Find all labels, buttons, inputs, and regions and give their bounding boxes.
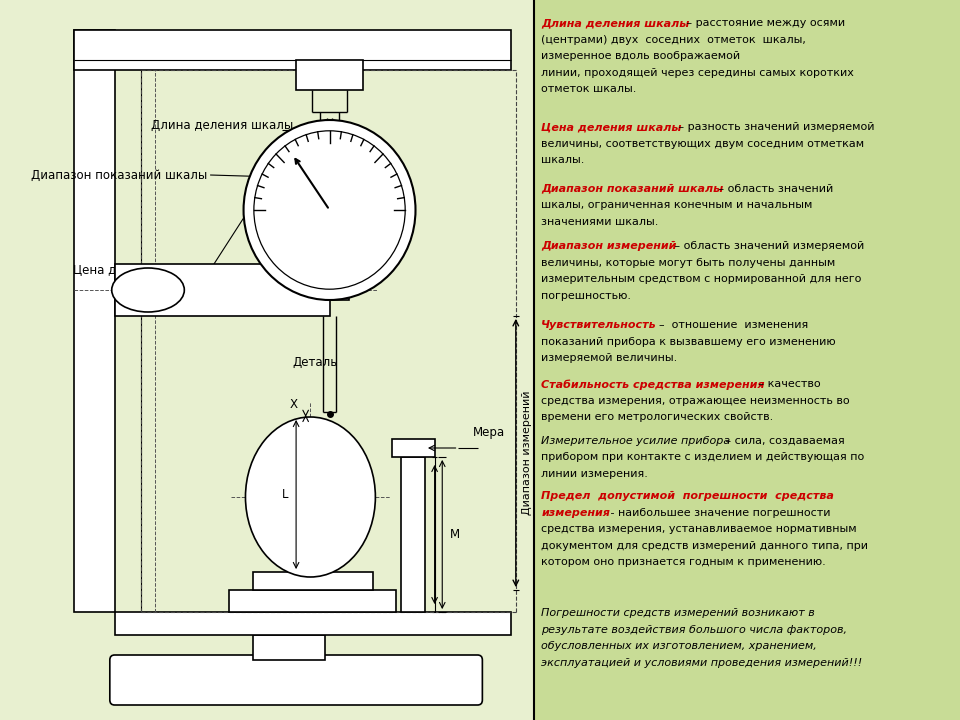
Bar [534,0,960,720]
Text: эксплуатацией и условиями проведения измерений!!!: эксплуатацией и условиями проведения изм… [541,658,862,668]
Text: -: - [275,222,279,238]
Bar [401,457,425,612]
Text: X: X [290,398,298,411]
Text: – область значений измеряемой: – область значений измеряемой [670,241,864,251]
Text: измерения: измерения [541,508,611,518]
Text: Диапазон показаний шкалы: Диапазон показаний шкалы [31,168,207,181]
Bar [114,264,329,316]
Bar [114,612,511,635]
Text: шкалы, ограниченная конечным и начальным: шкалы, ограниченная конечным и начальным [541,200,812,210]
Bar [253,635,324,660]
Text: – сила, создаваемая: – сила, создаваемая [722,436,845,446]
Text: линии измерения.: линии измерения. [541,469,648,479]
Text: измеряемой величины.: измеряемой величины. [541,354,678,364]
Text: измерительным средством с нормированной для него: измерительным средством с нормированной … [541,274,861,284]
Text: - наибольшее значение погрешности: - наибольшее значение погрешности [607,508,830,518]
Text: Погрешности средств измерений возникают в: Погрешности средств измерений возникают … [541,608,815,618]
Text: Чувствительность: Чувствительность [541,320,657,330]
Ellipse shape [246,417,375,577]
Text: средства измерения, отражающее неизменность во: средства измерения, отражающее неизменно… [541,396,850,406]
Text: 0,01: 0,01 [326,261,352,274]
Text: средства измерения, устанавливаемое нормативным: средства измерения, устанавливаемое норм… [541,524,857,534]
Text: значениями шкалы.: значениями шкалы. [541,217,659,227]
Ellipse shape [244,120,416,300]
Text: +: + [375,222,389,238]
Text: обусловленных их изготовлением, хранением,: обусловленных их изготовлением, хранение… [541,642,817,652]
Text: документом для средств измерений данного типа, при: документом для средств измерений данного… [541,541,868,551]
Bar [74,30,114,612]
Text: Измерительное усилие прибора: Измерительное усилие прибора [541,436,731,446]
Text: – область значений: – область значений [715,184,833,194]
Bar [392,439,435,457]
Text: L: L [282,488,288,501]
Text: погрешностью.: погрешностью. [541,291,632,301]
Text: M: M [450,528,460,541]
Text: линии, проходящей через середины самых коротких: линии, проходящей через середины самых к… [541,68,854,78]
Text: прибором при контакте с изделием и действующая по: прибором при контакте с изделием и дейст… [541,452,864,462]
Bar [296,60,363,90]
Bar [253,572,372,590]
Text: Цена деления шкалы: Цена деления шкалы [541,122,682,132]
Text: Длина деления шкалы: Длина деления шкалы [541,18,689,28]
Text: Диапазон измерений: Диапазон измерений [541,241,677,251]
Text: величины, соответствующих двум соседним отметкам: величины, соответствующих двум соседним … [541,139,864,149]
Text: (центрами) двух  соседних  отметок  шкалы,: (центрами) двух соседних отметок шкалы, [541,35,806,45]
Text: – расстояние между осями: – расстояние между осями [683,18,845,28]
Text: измеренное вдоль воображаемой: измеренное вдоль воображаемой [541,51,740,61]
Text: величины, которые могут быть получены данным: величины, которые могут быть получены да… [541,258,835,268]
Text: – разность значений измеряемой: – разность значений измеряемой [675,122,875,132]
Text: шкалы.: шкалы. [541,156,585,166]
Text: Стабильность средства измерения: Стабильность средства измерения [541,379,765,390]
Bar [310,264,348,300]
Text: – качество: – качество [755,379,821,390]
Bar [229,590,396,612]
Ellipse shape [111,268,184,312]
Text: Предел  допустимой  погрешности  средства: Предел допустимой погрешности средства [541,491,834,501]
Text: времени его метрологических свойств.: времени его метрологических свойств. [541,413,774,423]
FancyBboxPatch shape [109,655,482,705]
Text: Деталь: Деталь [293,356,338,369]
Text: результате воздействия большого числа факторов,: результате воздействия большого числа фа… [541,625,848,635]
Bar [74,30,511,70]
Text: Длина деления шкалы: Длина деления шкалы [151,119,293,132]
Text: Диапазон измерений: Диапазон измерений [521,391,532,516]
Text: –  отношение  изменения: – отношение изменения [652,320,808,330]
Text: показаний прибора к вызвавшему его изменению: показаний прибора к вызвавшему его измен… [541,337,836,347]
Text: котором оно признается годным к применению.: котором оно признается годным к применен… [541,557,826,567]
Text: Цена деления шкалы: Цена деления шкалы [73,264,207,276]
Text: отметок шкалы.: отметок шкалы. [541,84,636,94]
Text: Мера: Мера [473,426,505,438]
Text: Диапазон показаний шкалы: Диапазон показаний шкалы [541,184,723,194]
